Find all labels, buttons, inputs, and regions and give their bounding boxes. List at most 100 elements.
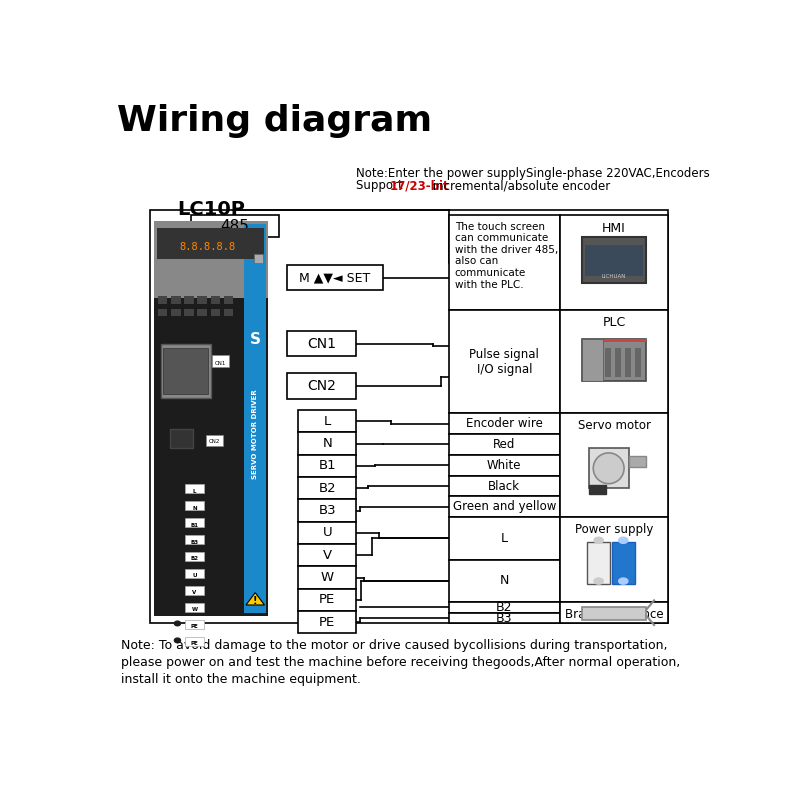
Text: The touch screen
can communicate
with the driver 485,
also can
communicate
with : The touch screen can communicate with th… (454, 222, 558, 290)
Text: Servo motor: Servo motor (578, 419, 650, 432)
Text: LICHUAN: LICHUAN (602, 274, 626, 279)
Bar (287, 373, 356, 398)
Text: Pulse signal
I/O signal: Pulse signal I/O signal (470, 348, 539, 376)
Text: N: N (500, 574, 509, 587)
Ellipse shape (174, 502, 181, 507)
Bar (582, 338, 646, 342)
Text: U: U (192, 574, 197, 578)
Text: V: V (322, 549, 332, 562)
Bar (298, 410, 356, 433)
Bar (582, 338, 646, 381)
Bar (585, 348, 591, 377)
Bar (287, 266, 383, 290)
Bar (171, 309, 181, 316)
Text: L: L (501, 532, 508, 545)
Text: S: S (250, 332, 261, 347)
Ellipse shape (174, 554, 181, 558)
Text: B2: B2 (190, 557, 198, 562)
Bar (185, 552, 205, 561)
Text: M ▲▼◄ SET: M ▲▼◄ SET (299, 271, 370, 284)
Text: incremental/absolute encoder: incremental/absolute encoder (430, 179, 610, 192)
Ellipse shape (174, 486, 181, 490)
Bar (587, 542, 610, 584)
Bar (150, 210, 668, 623)
Bar (158, 229, 265, 259)
Bar (185, 535, 205, 544)
Ellipse shape (174, 621, 181, 626)
Bar (184, 296, 194, 304)
Bar (185, 619, 205, 629)
Text: Green and yellow: Green and yellow (453, 500, 556, 514)
Ellipse shape (174, 604, 181, 609)
Bar (298, 477, 356, 499)
Text: V: V (192, 590, 197, 595)
Text: White: White (487, 458, 522, 472)
Bar (582, 338, 603, 381)
Ellipse shape (594, 538, 603, 543)
Bar (245, 224, 266, 613)
Text: !: ! (253, 597, 258, 606)
Bar (171, 296, 181, 304)
Text: HMI: HMI (602, 222, 626, 234)
Bar (560, 215, 668, 310)
Bar (449, 476, 560, 496)
Bar (582, 606, 646, 620)
Text: B3: B3 (496, 611, 513, 625)
Bar (449, 414, 560, 434)
Bar (190, 215, 279, 237)
Bar (298, 611, 356, 634)
Bar (185, 569, 205, 578)
Bar (560, 414, 668, 517)
Bar (224, 296, 233, 304)
Text: L: L (193, 489, 196, 494)
Bar (625, 348, 631, 377)
Text: CN2: CN2 (307, 379, 336, 393)
Bar (560, 602, 668, 623)
Bar (298, 455, 356, 477)
Bar (589, 486, 606, 494)
Bar (185, 518, 205, 527)
Bar (449, 455, 560, 476)
Text: PLC: PLC (602, 316, 626, 330)
Text: B1: B1 (190, 522, 198, 527)
Text: B1: B1 (318, 459, 336, 473)
Bar (158, 296, 167, 304)
Ellipse shape (618, 578, 628, 584)
Text: B3: B3 (190, 539, 198, 545)
Text: Encoder wire: Encoder wire (466, 417, 542, 430)
Ellipse shape (618, 538, 628, 543)
Text: B2: B2 (318, 482, 336, 495)
Text: N: N (322, 437, 332, 450)
Bar (298, 522, 356, 544)
Text: PE: PE (319, 594, 335, 606)
Text: Red: Red (493, 438, 515, 451)
Text: PE: PE (190, 641, 198, 646)
Bar (154, 221, 267, 298)
Text: please power on and test the machine before receiving thegoods,After normal oper: please power on and test the machine bef… (122, 656, 681, 669)
Text: CN1: CN1 (307, 337, 336, 350)
Text: U: U (322, 526, 332, 539)
Text: B3: B3 (318, 504, 336, 517)
Bar (449, 310, 560, 414)
Text: LC10P: LC10P (177, 200, 245, 219)
Bar (206, 434, 223, 446)
Text: PE: PE (319, 616, 335, 629)
Text: Note: To avoid damage to the motor or drive caused bycollisions during transport: Note: To avoid damage to the motor or dr… (122, 639, 668, 652)
Text: Black: Black (488, 479, 520, 493)
Bar (198, 309, 206, 316)
Bar (605, 348, 611, 377)
Bar (224, 309, 233, 316)
Bar (585, 245, 643, 276)
Bar (560, 517, 668, 602)
Bar (449, 517, 560, 559)
Bar (210, 309, 220, 316)
Text: install it onto the machine equipment.: install it onto the machine equipment. (122, 673, 361, 686)
Bar (449, 559, 560, 602)
Bar (298, 499, 356, 522)
Text: W: W (191, 607, 198, 612)
Bar (298, 433, 356, 455)
Bar (185, 586, 205, 595)
Text: Power supply: Power supply (575, 523, 654, 536)
Text: PE: PE (190, 624, 198, 630)
Ellipse shape (174, 570, 181, 575)
